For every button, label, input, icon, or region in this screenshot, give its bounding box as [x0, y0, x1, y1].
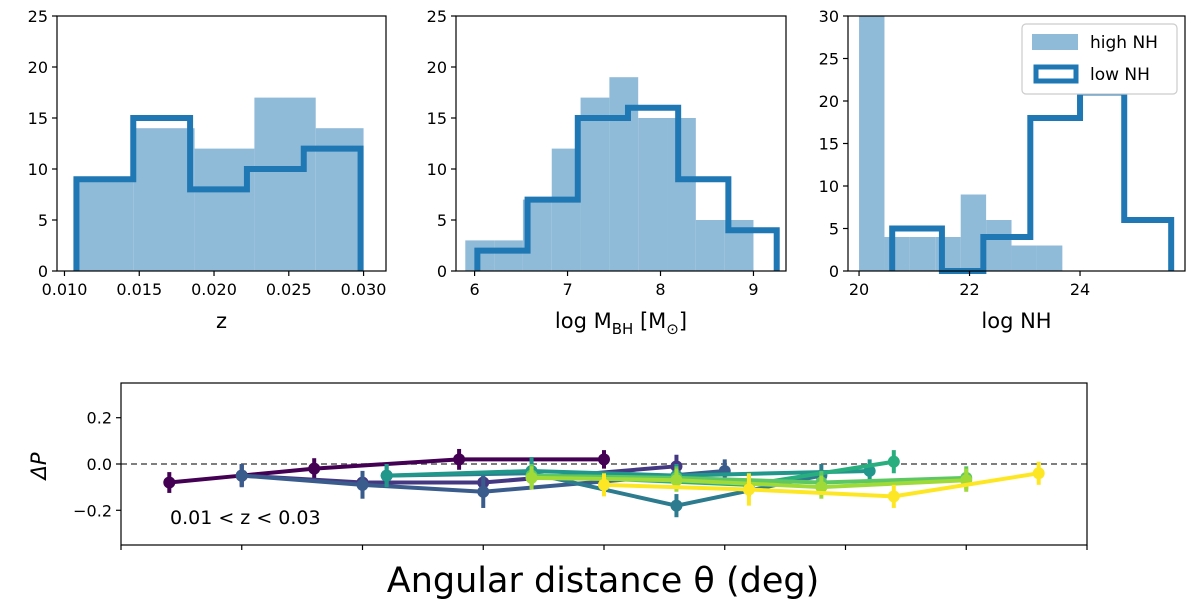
bh-mass-axis-label-part: ]: [679, 309, 687, 333]
high-nh-bar: [73, 179, 134, 271]
delta-p-axis-label: ΔP: [27, 452, 51, 481]
high-nh-bar: [133, 128, 195, 271]
y-tick-label: 30: [819, 7, 839, 26]
redshift-range-annotation: 0.01 < z < 0.03: [170, 507, 321, 529]
data-point: [356, 478, 369, 491]
x-tick-label: 7: [562, 280, 572, 299]
data-point: [477, 485, 490, 498]
bh-mass-axis-label-part: BH: [612, 320, 634, 338]
data-point: [670, 474, 683, 487]
x-tick-label: 9: [748, 280, 758, 299]
y-tick-label: 25: [28, 7, 48, 26]
high-nh-bar: [859, 16, 885, 271]
x-tick-label: 0.010: [42, 280, 88, 299]
legend-swatch-low-nh: [1033, 64, 1079, 84]
data-point: [742, 483, 755, 496]
high-nh-bar: [254, 97, 316, 271]
series-line: [603, 471, 1040, 499]
y-tick-label: 5: [38, 211, 48, 230]
axes-frame: [56, 15, 387, 272]
x-tick-label: 24: [1070, 280, 1090, 299]
x-tick-label: 0.025: [266, 280, 312, 299]
y-tick-label: 15: [427, 109, 447, 128]
legend: high NH low NH: [1021, 23, 1178, 95]
data-point: [670, 499, 683, 512]
high-nh-bar: [1036, 245, 1063, 271]
angular-distance-axis-label: Angular distance θ (deg): [387, 561, 819, 601]
high-nh-bar: [667, 118, 696, 271]
high-nh-bar: [1011, 245, 1037, 271]
high-nh-bar: [494, 240, 523, 271]
y-tick-label: 10: [819, 177, 839, 196]
bh-mass-axis-label-part: ⊙: [666, 320, 679, 338]
data-point: [1032, 467, 1045, 480]
histogram-redshift-panel: 0.010 0.015 0.020 0.025 0.030 0 5 10 15 20 25: [28, 7, 387, 299]
data-point: [235, 469, 248, 482]
y-tick-label: 20: [427, 58, 447, 77]
y-tick-label: 15: [28, 109, 48, 128]
bh-mass-axis-label-part: log M: [555, 309, 612, 333]
low-nh-step-outline: [889, 89, 1175, 274]
x-tick-label: 0.020: [191, 280, 237, 299]
data-point: [887, 455, 900, 468]
bh-mass-axis-label-part: [M: [633, 309, 666, 333]
data-point: [453, 453, 466, 466]
y-tick-label: 0: [38, 262, 48, 281]
y-tick-label: 10: [28, 160, 48, 179]
high-nh-bar: [580, 97, 610, 271]
delta-p-series: [598, 461, 1045, 508]
y-tick-label: 25: [819, 50, 839, 69]
y-tick-label: 20: [28, 58, 48, 77]
nh-axis-label: log NH: [981, 309, 1051, 333]
y-tick-label: 0.2: [87, 409, 112, 428]
y-tick-label: 0: [437, 262, 447, 281]
high-nh-bar: [884, 237, 910, 271]
high-nh-bar: [695, 220, 725, 271]
bh-mass-axis-label: log MBH [M⊙]: [555, 309, 687, 338]
delta-p-line-panel: −0.2 0.0 0.2: [73, 382, 1088, 550]
x-tick-label: 22: [959, 280, 979, 299]
low-nh-step-outline: [474, 104, 780, 271]
x-tick-label: 0.030: [341, 280, 387, 299]
y-tick-label: 0: [829, 262, 839, 281]
x-tick-label: 6: [469, 280, 479, 299]
y-tick-label: 20: [819, 92, 839, 111]
y-tick-label: 10: [427, 160, 447, 179]
y-tick-label: 25: [427, 7, 447, 26]
data-point: [815, 481, 828, 494]
legend-label-high-nh: high NH: [1090, 33, 1158, 53]
low-nh-step-outline: [73, 115, 364, 271]
x-tick-label: 8: [655, 280, 665, 299]
data-point: [380, 469, 393, 482]
high-nh-bar: [909, 237, 936, 271]
data-point: [598, 453, 610, 466]
high-nh-bar: [986, 220, 1012, 271]
high-nh-bar: [315, 128, 364, 271]
data-point: [163, 476, 176, 489]
data-point: [308, 462, 321, 475]
y-tick-label: 15: [819, 135, 839, 154]
x-tick-label: 20: [849, 280, 869, 299]
y-tick-label: −0.2: [73, 501, 112, 520]
high-nh-bar: [638, 118, 668, 271]
data-point: [598, 478, 610, 491]
axes-frame: [455, 15, 787, 272]
data-point: [525, 471, 538, 484]
legend-label-low-nh: low NH: [1090, 65, 1150, 85]
legend-swatch-high-nh: [1032, 34, 1078, 50]
histogram-bh-mass-panel: 6 7 8 9 0 5 10 15 20 25: [427, 7, 787, 299]
x-tick-label: 0.015: [116, 280, 162, 299]
y-tick-label: 5: [829, 220, 839, 239]
redshift-axis-label: z: [216, 309, 227, 333]
histogram-nh-panel: 20 22 24 0 5 10 15 20 25 30: [819, 7, 1186, 299]
y-tick-label: 5: [437, 211, 447, 230]
data-point: [887, 490, 900, 503]
y-tick-label: 0.0: [87, 455, 112, 474]
